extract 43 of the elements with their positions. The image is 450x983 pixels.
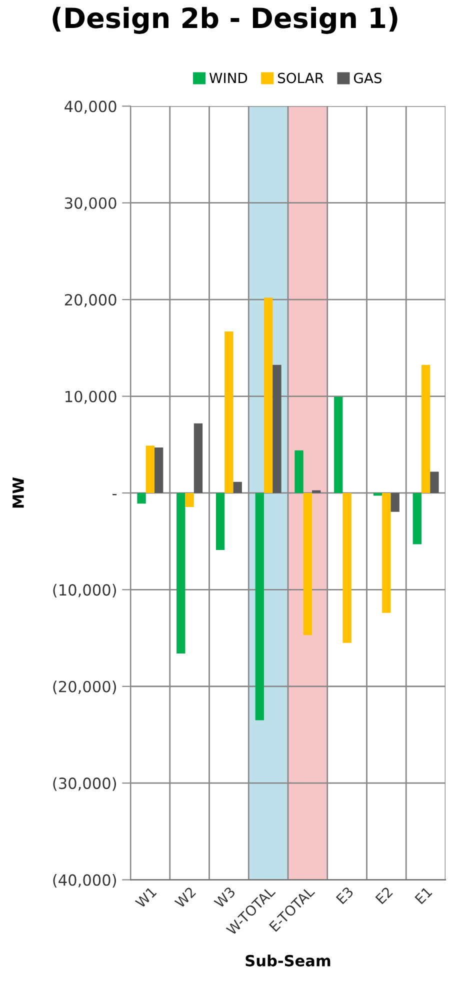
bar	[430, 472, 439, 493]
bar	[224, 331, 234, 493]
y-tick-label: 30,000	[65, 197, 116, 210]
bar	[412, 492, 422, 544]
y-tick-label: (30,000)	[53, 777, 116, 791]
x-tick-label: E2	[375, 886, 393, 904]
bar	[194, 423, 203, 493]
y-axis-title: MW	[12, 477, 24, 508]
y-tick-label: 20,000	[64, 294, 116, 308]
bar	[176, 492, 186, 654]
legend-label: SOLAR	[278, 72, 324, 84]
legend-label: WIND	[209, 72, 248, 84]
bar	[137, 492, 146, 504]
bar	[272, 364, 282, 493]
y-tick-label: (10,000)	[53, 584, 116, 598]
bar	[294, 450, 304, 493]
bar	[382, 492, 391, 613]
bar	[154, 448, 164, 493]
bar	[390, 492, 400, 512]
bar	[312, 490, 321, 493]
bar	[334, 396, 343, 493]
x-tick-label: W1	[134, 886, 157, 908]
bar	[185, 492, 194, 507]
bar	[421, 364, 430, 493]
bar	[216, 492, 225, 550]
bar	[233, 482, 242, 493]
x-tick-label: W2	[174, 886, 196, 908]
y-tick-label: 10,000	[66, 390, 116, 404]
legend-label: GAS	[354, 72, 382, 84]
bar	[264, 298, 273, 493]
y-tick-label: 40,000	[64, 100, 116, 114]
x-axis-title: Sub-Seam	[246, 954, 330, 966]
bar	[303, 492, 312, 636]
y-tick-label: (20,000)	[53, 680, 116, 694]
bar	[342, 492, 352, 643]
x-tick-label: E1	[414, 886, 432, 904]
bar	[373, 492, 382, 496]
bar	[255, 492, 264, 720]
bar	[146, 446, 155, 493]
chart-title: (Design 2b - Design 1)	[52, 6, 398, 34]
y-tick-label: (40,000)	[53, 874, 116, 888]
x-tick-label: E3	[336, 886, 354, 904]
y-tick-label: -	[112, 494, 117, 496]
